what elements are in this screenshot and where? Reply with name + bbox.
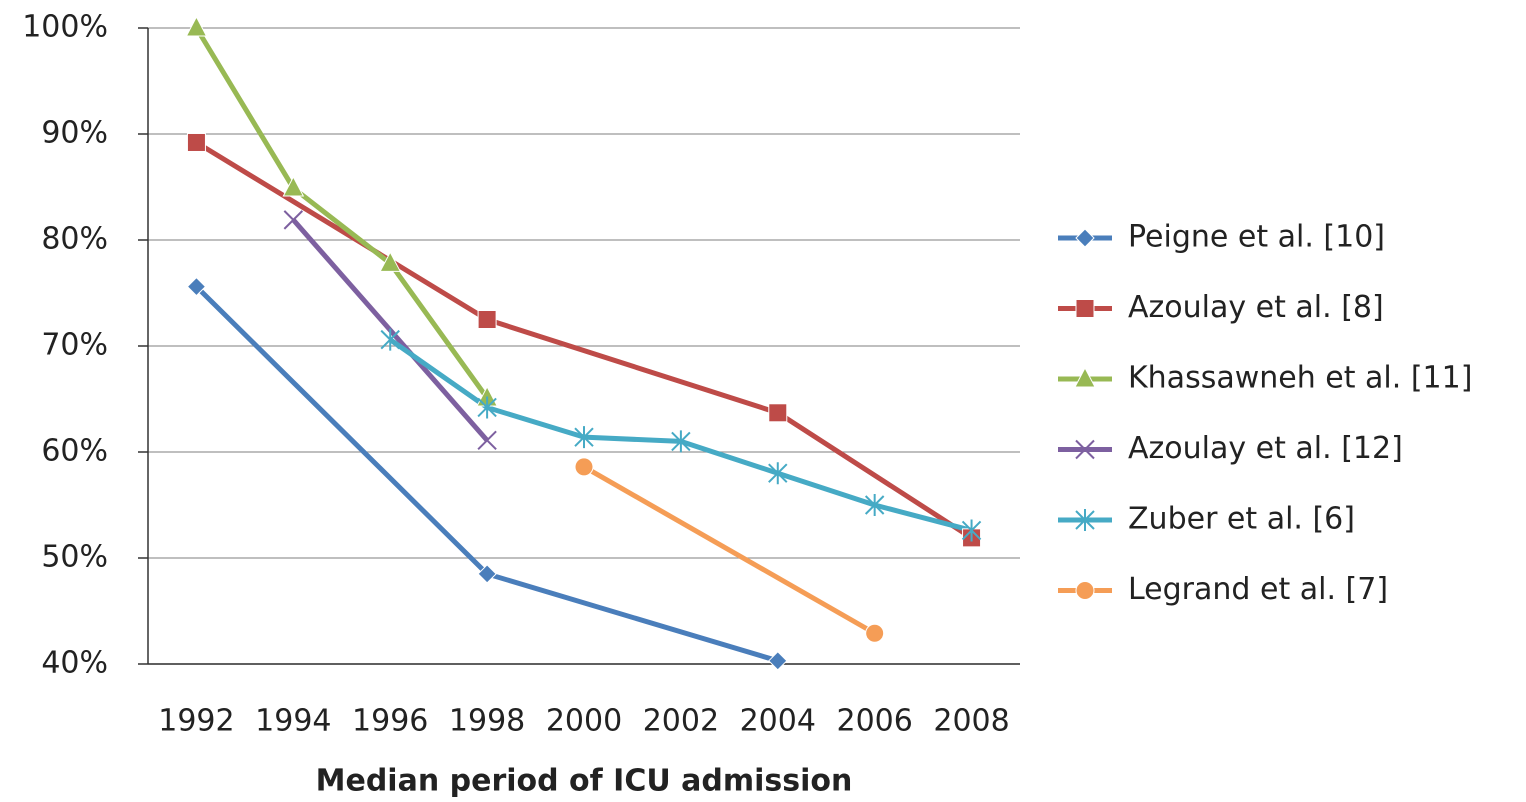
marker <box>671 430 691 453</box>
x-tick-label: 2002 <box>643 704 719 739</box>
marker <box>380 328 400 351</box>
y-tick-label: 60% <box>41 434 108 469</box>
legend-label: Legrand et al. [7] <box>1128 572 1388 607</box>
marker <box>1075 439 1095 460</box>
x-axis-title: Median period of ICU admission <box>316 764 853 799</box>
y-tick-label: 40% <box>41 646 108 681</box>
marker <box>477 396 497 419</box>
x-tick-label: 2008 <box>933 704 1009 739</box>
marker <box>1074 366 1096 388</box>
marker <box>574 426 594 449</box>
marker <box>185 15 208 37</box>
x-tick-label: 2006 <box>836 704 912 739</box>
marker <box>1075 299 1095 318</box>
legend-label: Azoulay et al. [8] <box>1128 290 1384 325</box>
x-tick-label: 1996 <box>352 704 428 739</box>
legend-label: Peigne et al. [10] <box>1128 220 1385 255</box>
marker <box>477 310 497 329</box>
marker <box>379 251 402 272</box>
marker <box>1075 581 1095 600</box>
marker <box>865 623 885 643</box>
marker <box>1075 228 1095 248</box>
y-tick-label: 90% <box>41 116 108 151</box>
y-tick-label: 70% <box>41 328 108 363</box>
marker <box>768 651 788 671</box>
legend-label: Azoulay et al. [12] <box>1128 431 1403 466</box>
series-line <box>195 140 973 540</box>
series-line <box>194 284 779 664</box>
y-tick-label: 80% <box>41 222 108 257</box>
marker <box>186 276 207 297</box>
marker <box>186 132 206 152</box>
marker <box>961 519 982 542</box>
marker <box>768 403 788 423</box>
marker <box>1075 509 1095 531</box>
marker <box>283 210 304 230</box>
legend-label: Zuber et al. [6] <box>1128 502 1355 537</box>
x-tick-label: 2000 <box>546 704 622 739</box>
marker <box>864 494 885 516</box>
series-line <box>194 26 490 400</box>
y-tick-label: 100% <box>22 10 108 45</box>
marker <box>574 457 594 477</box>
x-tick-label: 1998 <box>449 704 525 739</box>
x-tick-label: 1994 <box>255 704 331 739</box>
x-tick-label: 2004 <box>740 704 816 739</box>
marker <box>282 175 305 197</box>
marker <box>477 430 497 451</box>
legend-label: Khassawneh et al. [11] <box>1128 361 1472 396</box>
marker <box>477 564 497 584</box>
series-line <box>582 464 876 636</box>
marker <box>768 462 788 485</box>
x-tick-label: 1992 <box>158 704 234 739</box>
y-tick-label: 50% <box>41 540 108 575</box>
